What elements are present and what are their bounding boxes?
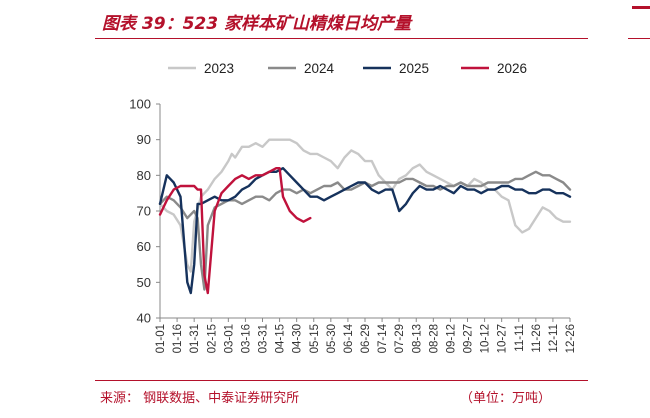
x-tick-label: 08-13 — [411, 324, 423, 353]
x-tick-label: 04-15 — [275, 324, 287, 353]
series-line-2024 — [158, 170, 572, 291]
corner-accent-mark — [632, 6, 650, 9]
title-underline — [95, 38, 588, 39]
chart-legend: 2023 2024 2025 2026 — [168, 61, 527, 76]
x-tick-label: 04-30 — [292, 324, 304, 353]
legend-label-2025: 2025 — [399, 61, 429, 76]
legend-label-2026: 2026 — [497, 61, 527, 76]
x-tick-label: 06-14 — [343, 323, 355, 353]
y-tick-label: 90 — [137, 132, 151, 147]
x-tick-label: 11-11 — [514, 324, 526, 352]
title-underline-right — [628, 38, 650, 39]
series-line-2025 — [158, 166, 572, 295]
x-tick-label: 01-16 — [172, 324, 184, 353]
unit-note: （单位：万吨） — [460, 391, 552, 406]
x-tick-label: 01-31 — [189, 324, 201, 353]
x-tick-label: 12-11 — [548, 324, 560, 353]
x-tick-label: 07-14 — [377, 323, 389, 353]
y-tick-label: 70 — [137, 204, 151, 219]
legend-label-2024: 2024 — [304, 61, 335, 76]
x-tick-label: 09-27 — [463, 324, 475, 353]
x-tick-label: 06-29 — [360, 324, 372, 353]
x-tick-label: 11-26 — [531, 324, 543, 353]
legend-label-2023: 2023 — [204, 61, 234, 76]
y-tick-label: 80 — [137, 168, 151, 183]
x-tick-label: 02-15 — [206, 324, 218, 353]
y-axis: 40 50 60 70 80 90 100 — [129, 97, 161, 326]
x-tick-label: 10-27 — [497, 324, 509, 353]
y-tick-label: 40 — [137, 311, 151, 326]
footer-rule — [95, 380, 588, 381]
x-tick-label: 08-28 — [428, 324, 440, 353]
x-tick-label: 10-12 — [480, 324, 492, 353]
source-note: 来源： 钢联数据、中泰证券研究所 — [100, 391, 300, 406]
x-tick-label: 01-01 — [155, 324, 167, 353]
x-tick-label: 03-31 — [258, 324, 270, 353]
x-tick-label: 03-01 — [223, 324, 235, 353]
x-tick-label: 09-12 — [445, 324, 457, 353]
x-tick-label: 12-26 — [565, 324, 577, 353]
plot-area — [158, 138, 572, 295]
series-line-2023 — [158, 138, 572, 273]
x-tick-label: 05-30 — [326, 324, 338, 353]
y-tick-label: 100 — [129, 97, 151, 112]
y-tick-label: 60 — [137, 239, 151, 254]
x-tick-label: 05-15 — [309, 324, 321, 353]
x-axis: 01-01 01-16 01-31 02-15 03-01 03-16 03-31 04-15… — [155, 317, 577, 353]
x-tick-label: 07-29 — [394, 324, 406, 353]
series-line-2026 — [158, 166, 312, 295]
x-tick-label: 03-16 — [240, 324, 252, 353]
chart-title: 图表 39：523 家样本矿山精煤日均产量 — [102, 14, 411, 34]
y-tick-label: 50 — [137, 275, 151, 290]
